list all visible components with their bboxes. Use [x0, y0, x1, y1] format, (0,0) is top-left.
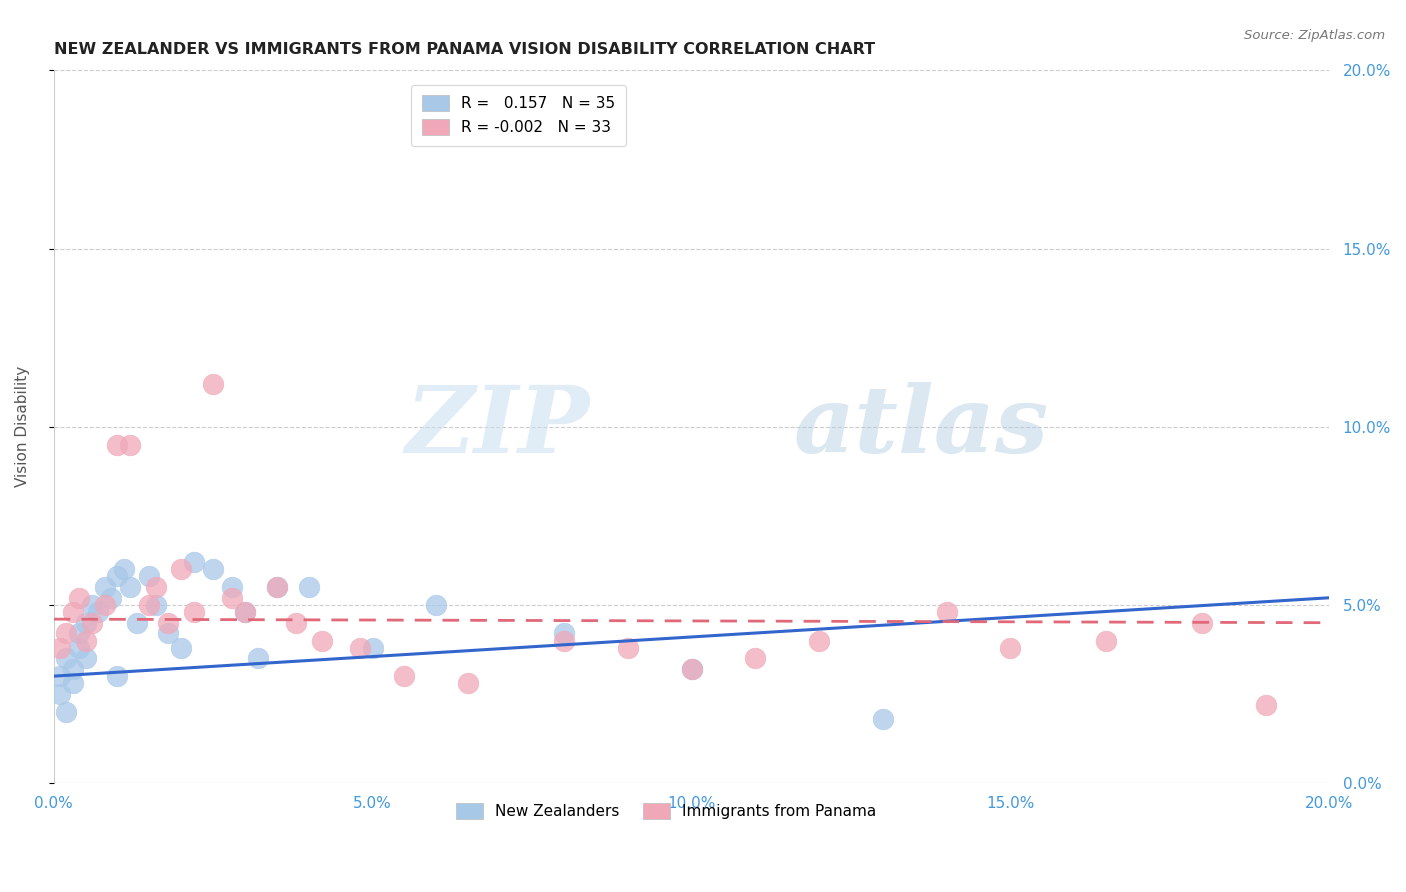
Point	[361, 640, 384, 655]
Point	[93, 580, 115, 594]
Point	[157, 626, 180, 640]
Point	[1191, 615, 1213, 630]
Point	[808, 633, 831, 648]
Point	[394, 669, 416, 683]
Point	[183, 605, 205, 619]
Point	[100, 591, 122, 605]
Point	[233, 605, 256, 619]
Point	[183, 555, 205, 569]
Point	[170, 562, 193, 576]
Text: atlas: atlas	[793, 382, 1049, 472]
Point	[298, 580, 321, 594]
Point	[107, 437, 129, 451]
Point	[93, 598, 115, 612]
Point	[1095, 633, 1118, 648]
Point	[125, 615, 148, 630]
Point	[67, 591, 90, 605]
Point	[681, 662, 703, 676]
Point	[221, 580, 243, 594]
Text: NEW ZEALANDER VS IMMIGRANTS FROM PANAMA VISION DISABILITY CORRELATION CHART: NEW ZEALANDER VS IMMIGRANTS FROM PANAMA …	[53, 42, 875, 57]
Point	[145, 580, 167, 594]
Point	[49, 640, 72, 655]
Point	[75, 615, 97, 630]
Point	[1254, 698, 1277, 712]
Point	[425, 598, 447, 612]
Point	[1000, 640, 1022, 655]
Point	[75, 633, 97, 648]
Point	[62, 676, 84, 690]
Point	[55, 705, 77, 719]
Point	[285, 615, 308, 630]
Point	[157, 615, 180, 630]
Point	[246, 651, 269, 665]
Point	[872, 712, 894, 726]
Point	[67, 640, 90, 655]
Point	[112, 562, 135, 576]
Point	[616, 640, 638, 655]
Point	[221, 591, 243, 605]
Point	[120, 437, 142, 451]
Point	[202, 376, 225, 391]
Point	[87, 605, 110, 619]
Point	[266, 580, 288, 594]
Point	[62, 605, 84, 619]
Point	[80, 615, 103, 630]
Point	[266, 580, 288, 594]
Point	[80, 598, 103, 612]
Point	[744, 651, 766, 665]
Point	[233, 605, 256, 619]
Point	[170, 640, 193, 655]
Point	[311, 633, 333, 648]
Y-axis label: Vision Disability: Vision Disability	[15, 366, 30, 487]
Point	[138, 598, 160, 612]
Point	[935, 605, 957, 619]
Point	[62, 662, 84, 676]
Point	[49, 687, 72, 701]
Point	[553, 626, 575, 640]
Point	[55, 626, 77, 640]
Point	[145, 598, 167, 612]
Point	[55, 651, 77, 665]
Point	[202, 562, 225, 576]
Point	[457, 676, 479, 690]
Point	[553, 633, 575, 648]
Point	[107, 669, 129, 683]
Text: ZIP: ZIP	[405, 382, 589, 472]
Point	[120, 580, 142, 594]
Point	[107, 569, 129, 583]
Point	[681, 662, 703, 676]
Point	[75, 651, 97, 665]
Legend: New Zealanders, Immigrants from Panama: New Zealanders, Immigrants from Panama	[450, 797, 883, 825]
Text: Source: ZipAtlas.com: Source: ZipAtlas.com	[1244, 29, 1385, 42]
Point	[138, 569, 160, 583]
Point	[67, 626, 90, 640]
Point	[49, 669, 72, 683]
Point	[349, 640, 371, 655]
